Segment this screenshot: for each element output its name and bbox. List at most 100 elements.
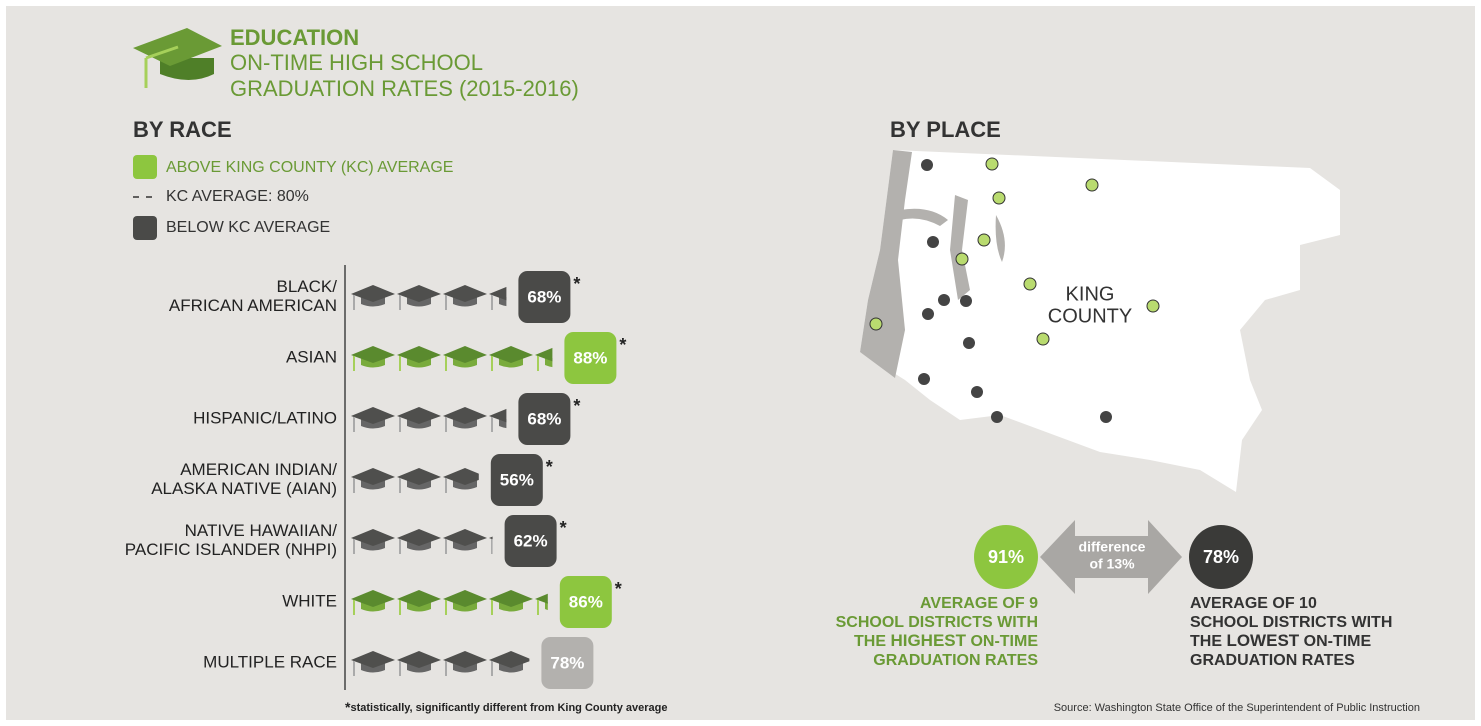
caption-text: SCHOOL DISTRICTS WITH xyxy=(1190,614,1392,631)
cap-board xyxy=(351,285,395,302)
section-title: BY RACE xyxy=(133,117,232,142)
legend-swatch xyxy=(133,155,157,179)
cap-board xyxy=(351,468,395,485)
value-label: 62% xyxy=(514,531,548,550)
low-circle xyxy=(1189,525,1253,589)
footnote-text: statistically, significantly different f… xyxy=(350,702,667,714)
caption-text: ON-TIME xyxy=(966,633,1038,650)
significance-marker: * xyxy=(619,335,626,355)
value-label: 68% xyxy=(527,409,561,428)
cap-board xyxy=(443,529,487,546)
cap-board xyxy=(397,285,441,302)
value-box xyxy=(504,515,557,567)
cap-board xyxy=(489,590,533,607)
pictogram xyxy=(351,346,553,371)
pictogram xyxy=(351,590,548,615)
value-label: 88% xyxy=(573,348,607,367)
category-label: AMERICAN INDIAN/ xyxy=(180,460,337,479)
category-label: MULTIPLE RACE xyxy=(203,652,337,671)
title-line: ON-TIME HIGH SCHOOL xyxy=(230,50,483,75)
cap-board xyxy=(397,407,441,424)
pictogram xyxy=(351,468,479,493)
cap-board xyxy=(351,651,395,668)
cap-board xyxy=(351,590,395,607)
cap-board xyxy=(489,286,507,301)
high-circle xyxy=(974,525,1038,589)
caption-text: THE xyxy=(854,633,890,650)
map-label: KING xyxy=(1066,283,1115,305)
header-icon xyxy=(133,28,222,88)
cap-board xyxy=(351,529,395,546)
caption-text: GRADUATION RATES xyxy=(1190,652,1355,669)
value-box xyxy=(518,271,571,323)
category-label: HISPANIC/LATINO xyxy=(193,408,337,427)
legend-label: BELOW KC AVERAGE xyxy=(166,219,330,236)
section-title: BY PLACE xyxy=(890,117,1001,142)
value-box xyxy=(564,332,617,384)
cap-board xyxy=(397,468,441,485)
category-label: ASIAN xyxy=(286,347,337,366)
category-label: PACIFIC ISLANDER (NHPI) xyxy=(125,540,337,559)
background xyxy=(6,6,1475,720)
cap-board xyxy=(489,536,493,540)
caption-text: AVERAGE OF 10 xyxy=(1190,595,1317,612)
low-value: 78% xyxy=(1203,547,1239,567)
cap-board xyxy=(443,468,479,485)
value-label: 56% xyxy=(500,470,534,489)
caption-line: SCHOOL DISTRICTS WITH xyxy=(1190,614,1392,631)
high-value: 91% xyxy=(988,547,1024,567)
value-box xyxy=(541,637,594,689)
caption-line: GRADUATION RATES xyxy=(1190,652,1355,669)
cap-board xyxy=(535,347,553,362)
caption-text: SCHOOL DISTRICTS WITH xyxy=(836,614,1038,631)
value-label: 68% xyxy=(527,287,561,306)
caption-line: THE HIGHEST ON-TIME xyxy=(854,631,1038,650)
caption-line: AVERAGE OF 9 xyxy=(920,595,1038,612)
category-label: BLACK/ xyxy=(277,277,338,296)
cap-board xyxy=(351,346,395,363)
significance-marker: * xyxy=(573,396,580,416)
caption-emphasis: LOWEST xyxy=(1226,631,1299,650)
category-label: WHITE xyxy=(282,591,337,610)
difference-label: difference xyxy=(1079,539,1146,555)
pictogram xyxy=(351,651,530,676)
map-label: COUNTY xyxy=(1048,305,1132,327)
caption-emphasis: HIGHEST xyxy=(890,631,966,650)
significance-marker: * xyxy=(560,518,567,538)
caption-text: GRADUATION RATES xyxy=(873,652,1038,669)
pictogram xyxy=(351,529,493,554)
cap-board xyxy=(489,346,533,363)
significance-marker: * xyxy=(573,274,580,294)
caption-text: AVERAGE OF 9 xyxy=(920,595,1038,612)
footnote: *statistically, significantly different … xyxy=(345,699,667,715)
value-box xyxy=(518,393,571,445)
significance-marker: * xyxy=(546,457,553,477)
cap-board xyxy=(443,651,487,668)
value-label: 78% xyxy=(550,653,584,672)
value-box xyxy=(490,454,543,506)
cap-board xyxy=(489,651,530,668)
caption-line: THE LOWEST ON-TIME xyxy=(1190,631,1371,650)
caption-text: THE xyxy=(1190,633,1226,650)
cap-board xyxy=(397,590,441,607)
cap-board xyxy=(443,407,487,424)
significance-marker: * xyxy=(615,579,622,599)
footnote-marker: * xyxy=(345,699,351,715)
category-label: NATIVE HAWAIIAN/ xyxy=(185,521,338,540)
category-label: AFRICAN AMERICAN xyxy=(169,296,337,315)
legend-label: KC AVERAGE: 80% xyxy=(166,188,309,205)
source: Source: Washington State Office of the S… xyxy=(1054,702,1420,714)
pictogram xyxy=(351,407,507,432)
caption-line: SCHOOL DISTRICTS WITH xyxy=(836,614,1038,631)
caption-text: ON-TIME xyxy=(1299,633,1371,650)
cap-board xyxy=(489,408,507,423)
map-dots xyxy=(869,157,1160,423)
cap-board xyxy=(443,590,487,607)
cap-board xyxy=(443,346,487,363)
cap-board xyxy=(535,593,548,604)
title-line: GRADUATION RATES (2015-2016) xyxy=(230,76,579,101)
legend-label: ABOVE KING COUNTY (KC) AVERAGE xyxy=(166,159,453,176)
value-box xyxy=(559,576,612,628)
difference-label: of 13% xyxy=(1089,556,1135,572)
